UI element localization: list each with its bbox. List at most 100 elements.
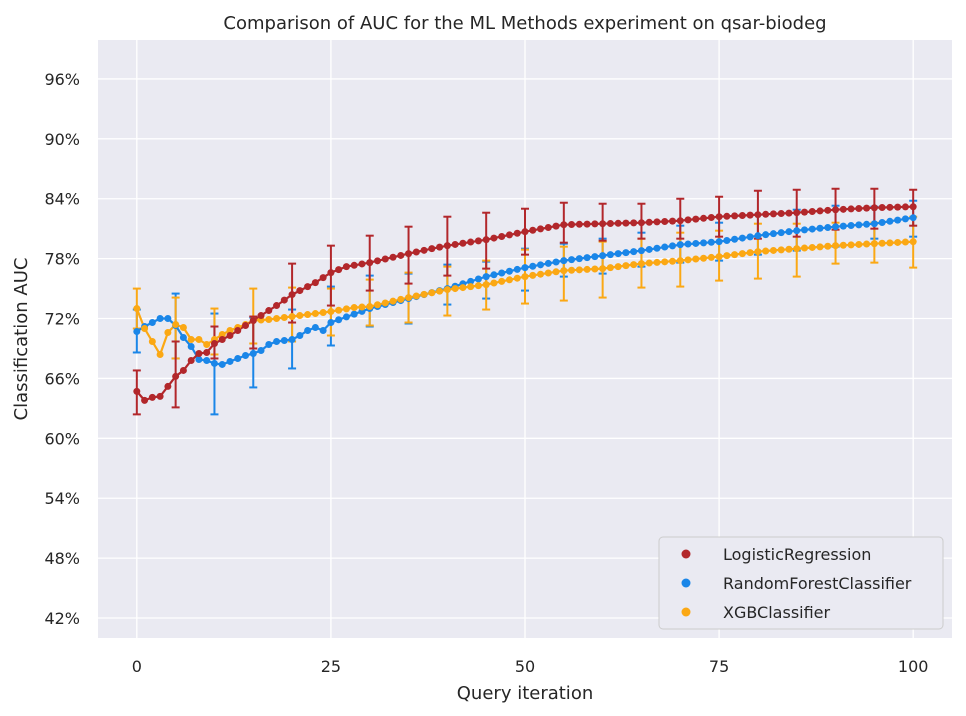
randomforestclassifier-point (505, 267, 513, 275)
logisticregression-point (870, 204, 878, 212)
xgbclassifier-point (436, 287, 444, 295)
y-tick-label: 90% (44, 130, 80, 149)
xgbclassifier-point (156, 350, 164, 358)
xgbclassifier-point (172, 321, 180, 329)
logisticregression-point (878, 204, 886, 212)
xgbclassifier-point (505, 276, 513, 284)
randomforestclassifier-point (630, 248, 638, 256)
logisticregression-point (614, 219, 622, 227)
legend-marker-randomforestclassifier (681, 578, 691, 588)
xgbclassifier-point (606, 264, 614, 272)
randomforestclassifier-point (878, 218, 886, 226)
xgbclassifier-point (490, 279, 498, 287)
logisticregression-point (832, 206, 840, 214)
randomforestclassifier-point (474, 275, 482, 283)
xgbclassifier-point (575, 266, 583, 274)
randomforestclassifier-point (210, 359, 218, 367)
logisticregression-point (133, 387, 141, 395)
xgbclassifier-point (560, 267, 568, 275)
logisticregression-point (428, 245, 436, 253)
y-tick-label: 72% (44, 310, 80, 329)
series-points (133, 203, 917, 404)
xgbclassifier-point (630, 261, 638, 269)
xgbclassifier-point (684, 256, 692, 264)
randomforestclassifier-point (824, 223, 832, 231)
y-tick-label: 60% (44, 429, 80, 448)
logisticregression-point (148, 393, 156, 401)
y-tick-label: 42% (44, 609, 80, 628)
randomforestclassifier-point (513, 265, 521, 273)
logisticregression-point (373, 257, 381, 265)
randomforestclassifier-point (304, 327, 312, 335)
logisticregression-point (537, 225, 545, 233)
logisticregression-point (156, 392, 164, 400)
logisticregression-point (583, 220, 591, 228)
xgbclassifier-point (901, 238, 909, 246)
xgbclassifier-point (622, 262, 630, 270)
logisticregression-point (560, 221, 568, 229)
xgbclassifier-point (894, 238, 902, 246)
xgbclassifier-point (909, 238, 917, 246)
xgbclassifier-point (800, 244, 808, 252)
xgbclassifier-point (707, 253, 715, 261)
xgbclassifier-point (265, 316, 273, 324)
randomforestclassifier-point (218, 360, 226, 368)
xgbclassifier-point (847, 241, 855, 249)
randomforestclassifier-point (731, 235, 739, 243)
logisticregression-point (505, 231, 513, 239)
randomforestclassifier-point (808, 225, 816, 233)
randomforestclassifier-point (793, 227, 801, 235)
y-tick-label: 48% (44, 549, 80, 568)
randomforestclassifier-point (249, 349, 257, 357)
xgbclassifier-point (700, 254, 708, 262)
logisticregression-point (459, 239, 467, 247)
grid (98, 40, 952, 638)
xgbclassifier-point (304, 311, 312, 319)
logisticregression-point (210, 339, 218, 347)
logisticregression-point (288, 291, 296, 299)
logisticregression-point (327, 269, 335, 277)
logisticregression-point (397, 251, 405, 259)
xgbclassifier-point (769, 246, 777, 254)
logisticregression-point (513, 229, 521, 237)
xgbclassifier-point (428, 289, 436, 297)
logisticregression-point (909, 203, 917, 211)
randomforestclassifier-point (311, 324, 319, 332)
logisticregression-point (637, 219, 645, 227)
logisticregression-point (808, 208, 816, 216)
xgbclassifier-point (762, 247, 770, 255)
xgbclassifier-point (816, 243, 824, 251)
logisticregression-point (630, 219, 638, 227)
xgbclassifier-point (676, 257, 684, 265)
x-tick-labels: 0 25 50 75 100 (132, 657, 929, 676)
xgbclassifier-point (746, 249, 754, 257)
xgbclassifier-point (133, 305, 141, 313)
randomforestclassifier-point (498, 269, 506, 277)
xgbclassifier-point (164, 329, 172, 337)
xgbclassifier-point (855, 240, 863, 248)
x-axis-label: Query iteration (457, 683, 593, 704)
logisticregression-point (296, 287, 304, 295)
randomforestclassifier-point (342, 313, 350, 321)
xgbclassifier-point (203, 340, 211, 348)
logisticregression-point (762, 210, 770, 218)
logisticregression-point (195, 349, 203, 357)
randomforestclassifier-point (707, 238, 715, 246)
xgbclassifier-point (544, 269, 552, 277)
xgbclassifier-point (311, 310, 319, 318)
logisticregression-point (591, 220, 599, 228)
randomforestclassifier-point (242, 351, 250, 359)
xgbclassifier-point (839, 241, 847, 249)
logisticregression-point (886, 203, 894, 211)
logisticregression-point (521, 228, 529, 236)
logisticregression-point (731, 212, 739, 220)
xgbclassifier-point (412, 292, 420, 300)
randomforestclassifier-point (482, 273, 490, 281)
randomforestclassifier-point (568, 256, 576, 264)
x-tick-label: 75 (709, 657, 729, 676)
randomforestclassifier-point (637, 247, 645, 255)
xgbclassifier-point (878, 239, 886, 247)
logisticregression-point (412, 248, 420, 256)
xgbclassifier-point (738, 250, 746, 258)
